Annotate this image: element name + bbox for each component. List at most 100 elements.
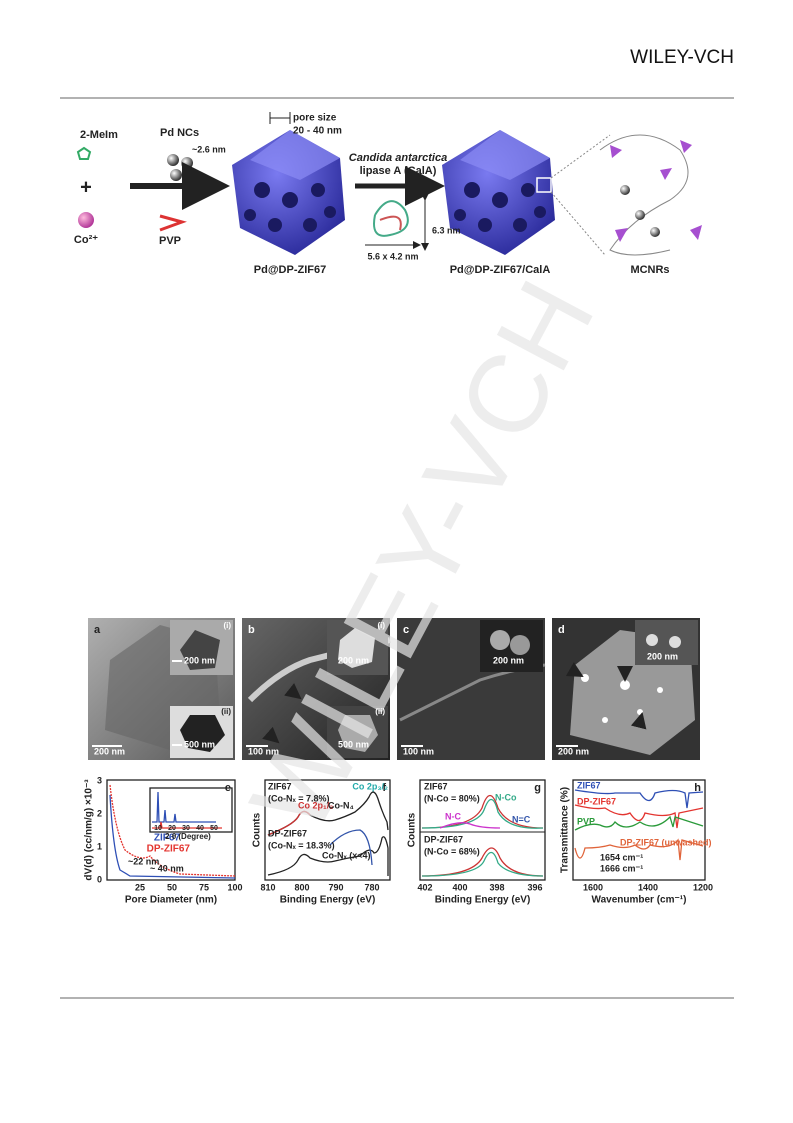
- panel-letter: f: [382, 782, 386, 794]
- scale-bar: 200 nm: [558, 746, 589, 756]
- plot-label: DP-ZIF67: [424, 834, 463, 844]
- x-tick-label: 100: [227, 882, 242, 892]
- plot-label: N-Co: [495, 792, 517, 802]
- scale-bar: 200 nm: [493, 655, 524, 665]
- x-tick-label: 1200: [693, 882, 713, 892]
- panel-letter: e: [225, 782, 231, 794]
- scheme-label: Pd@DP-ZIF67: [254, 264, 326, 276]
- scheme-label: pore size: [293, 113, 337, 124]
- scale-bar: 200 nm: [184, 655, 215, 665]
- plot-label: PVP: [577, 816, 595, 826]
- annotation: ~ 40 nm: [150, 863, 184, 873]
- x-tick-label: 1600: [583, 882, 603, 892]
- x-tick-label: 25: [135, 882, 145, 892]
- legend-label: ZIF67: [154, 833, 181, 844]
- scheme-label: Candida antarctica: [349, 152, 447, 164]
- x-tick-label: 75: [199, 882, 209, 892]
- x-axis-label: Binding Energy (eV): [280, 895, 376, 906]
- plot-label: ZIF67: [577, 780, 601, 790]
- scheme-art: [76, 112, 702, 256]
- plot-label: Co-Nₓ (x<4): [322, 850, 371, 860]
- scale-bar: 500 nm: [338, 739, 369, 749]
- plot-label: Co 2p₁/₂: [298, 800, 333, 810]
- plot-label: (Co-Nₓ = 7.8%): [268, 793, 330, 803]
- x-axis-label: Wavenumber (cm⁻¹): [592, 895, 687, 906]
- scheme-label: +: [80, 176, 92, 198]
- scheme-label: lipase A (CalA): [360, 165, 437, 177]
- scheme-label: PVP: [159, 235, 181, 247]
- x-tick-label: 396: [527, 882, 542, 892]
- plot-label: DP-ZIF67 (unwashed): [620, 837, 712, 847]
- y-tick-label: 2: [97, 808, 102, 818]
- inset-label: 2 θ (Degree): [165, 832, 211, 841]
- plot-label: Co-N₄: [328, 800, 354, 810]
- scheme-label: Co²⁺: [74, 234, 98, 246]
- scheme-label: 5.6 x 4.2 nm: [367, 251, 418, 261]
- watermark: WILEY-VCH: [227, 262, 618, 850]
- logo: WILEY-VCH: [630, 47, 734, 68]
- y-tick-label: 0: [97, 874, 102, 884]
- plot-art: [106, 779, 706, 881]
- inset-label: (i): [377, 621, 385, 630]
- x-axis-label: Binding Energy (eV): [435, 895, 531, 906]
- scheme-label: Pd@DP-ZIF67/CalA: [450, 264, 551, 276]
- plot-label: 1666 cm⁻¹: [600, 863, 643, 873]
- plot-label: Co 2p₃/₂: [352, 781, 388, 791]
- y-axis-label: Counts: [407, 812, 418, 847]
- x-tick-label: 50: [167, 882, 177, 892]
- scheme-label: 2-MeIm: [80, 129, 118, 141]
- y-tick-label: 3: [97, 775, 102, 785]
- panel-letter: b: [248, 624, 255, 636]
- scale-bar: 200 nm: [338, 655, 369, 665]
- annotation: ~22 nm: [128, 856, 159, 866]
- inset-label: (ii): [375, 707, 385, 716]
- scheme-label: 20 - 40 nm: [293, 126, 342, 137]
- plot-label: (N-Co = 68%): [424, 846, 480, 856]
- x-tick-label: 800: [294, 882, 309, 892]
- inset-label: (i): [223, 621, 231, 630]
- inset-tick: 40: [196, 825, 204, 832]
- y-axis-label: Transmittance (%): [560, 787, 571, 873]
- x-tick-label: 790: [328, 882, 343, 892]
- plot-label: (N-Co = 80%): [424, 793, 480, 803]
- scheme-label: ~2.6 nm: [192, 144, 226, 154]
- plot-label: ZIF67: [268, 781, 292, 791]
- y-axis-label: Counts: [252, 812, 263, 847]
- panel-letter: c: [403, 624, 409, 636]
- plot-label: 1654 cm⁻¹: [600, 852, 643, 862]
- x-tick-label: 1400: [638, 882, 658, 892]
- micrographs: [88, 618, 700, 760]
- x-tick-label: 780: [364, 882, 379, 892]
- y-tick-label: 1: [97, 841, 102, 851]
- plot-label: (Co-Nₓ = 18.3%): [268, 840, 335, 850]
- scale-bar: 100 nm: [248, 746, 279, 756]
- scheme-label: MCNRs: [630, 264, 669, 276]
- legend-label: DP-ZIF67: [147, 844, 191, 855]
- x-tick-label: 810: [260, 882, 275, 892]
- scheme-label: 6.3 nm: [432, 225, 461, 235]
- panel-letter: a: [94, 624, 101, 636]
- scale-bar: 100 nm: [403, 746, 434, 756]
- plot-label: DP-ZIF67: [268, 828, 307, 838]
- x-tick-label: 402: [417, 882, 432, 892]
- panel-letter: h: [694, 782, 701, 794]
- plot-label: DP-ZIF67: [577, 796, 616, 806]
- y-axis-label: dV(d) (cc/nm/g) ×10⁻³: [84, 779, 95, 881]
- scale-bar: 500 nm: [184, 739, 215, 749]
- inset-label: (ii): [221, 707, 231, 716]
- panel-letter: d: [558, 624, 565, 636]
- plot-label: ZIF67: [424, 781, 448, 791]
- panel-letter: g: [534, 782, 541, 794]
- plot-label: N-C: [445, 811, 461, 821]
- inset-tick: 30: [182, 825, 190, 832]
- scale-bar: 200 nm: [647, 651, 678, 661]
- scheme-label: Pd NCs: [160, 127, 199, 139]
- x-axis-label: Pore Diameter (nm): [125, 895, 217, 906]
- x-tick-label: 398: [489, 882, 504, 892]
- plot-label: N=C: [512, 814, 531, 824]
- inset-tick: 50: [210, 825, 218, 832]
- x-tick-label: 400: [452, 882, 467, 892]
- scale-bar: 200 nm: [94, 746, 125, 756]
